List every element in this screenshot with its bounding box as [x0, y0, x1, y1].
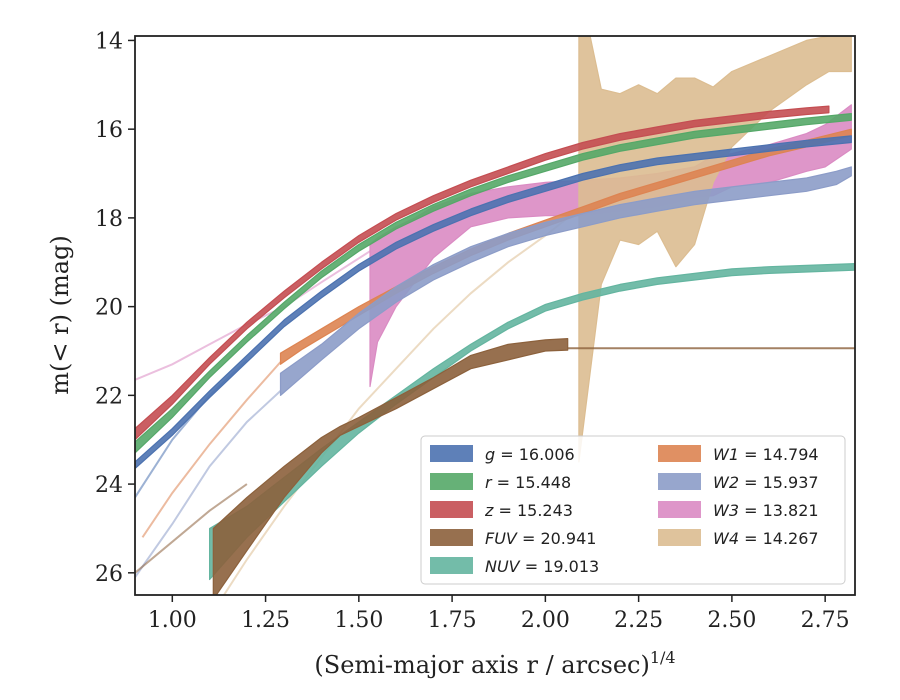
series-fuv-extrapolation [135, 483, 248, 574]
legend-swatch-w2 [658, 473, 701, 490]
legend-swatch-z [430, 501, 473, 518]
series-z-band [135, 105, 830, 441]
series-w2-extrapolation [135, 390, 282, 578]
legend-swatch-nuv [430, 557, 473, 574]
legend-swatch-w1 [658, 445, 701, 462]
legend: g = 16.006 r = 15.448 z = 15.243 FUV = 20.9… [420, 435, 846, 585]
legend-label-w3: W3 = 13.821 [713, 501, 819, 520]
x-tick-label: 2.75 [801, 608, 850, 633]
series-fuv-band [212, 338, 569, 595]
y-tick-label: 20 [95, 296, 123, 321]
series-w3-band [369, 104, 852, 388]
legend-swatch-w4 [658, 529, 701, 546]
x-tick-label: 2.25 [614, 608, 663, 633]
legend-swatch-fuv [430, 529, 473, 546]
series-w4-band [578, 36, 852, 463]
series-layer [135, 36, 855, 595]
x-tick-label: 2.00 [521, 608, 570, 633]
y-tick-label: 18 [95, 207, 123, 232]
plot-frame [134, 35, 856, 596]
series-w2-band [279, 166, 852, 396]
x-tick-label: 1.75 [428, 608, 477, 633]
series-w1-extrapolation [141, 361, 282, 538]
legend-box [420, 435, 846, 585]
y-tick-label: 14 [95, 29, 123, 54]
series-r-band [135, 113, 852, 454]
legend-label-w4: W4 = 14.267 [713, 529, 819, 548]
legend-swatch-g [430, 445, 473, 462]
x-tick-label: 1.25 [241, 608, 290, 633]
legend-swatch-w3 [658, 501, 701, 518]
y-axis-ticks: 14 16 18 20 22 24 26 [95, 29, 135, 587]
x-tick-label: 1.00 [148, 608, 197, 633]
x-axis-ticks: 1.00 1.25 1.50 1.75 2.00 2.25 2.50 2.75 [148, 595, 850, 633]
legend-label-g: g = 16.006 [485, 445, 575, 464]
x-axis-label: (Semi-major axis r / arcsec)1/4 [314, 648, 675, 679]
legend-swatch-r [430, 473, 473, 490]
legend-label-z: z = 15.243 [484, 501, 573, 520]
x-tick-label: 2.50 [707, 608, 756, 633]
legend-label-w1: W1 = 14.794 [713, 445, 819, 464]
y-tick-label: 26 [95, 562, 123, 587]
series-w4-extrapolation [222, 208, 580, 595]
y-axis-label: m(< r) (mag) [46, 235, 74, 394]
y-tick-label: 24 [95, 473, 123, 498]
series-w3-extrapolation [135, 250, 371, 381]
y-tick-label: 22 [95, 384, 123, 409]
legend-label-fuv: FUV = 20.941 [485, 529, 596, 548]
x-tick-label: 1.50 [334, 608, 383, 633]
series-g-band [135, 135, 852, 470]
y-tick-label: 16 [95, 118, 123, 143]
legend-label-w2: W2 = 15.937 [713, 473, 819, 492]
legend-label-r: r = 15.448 [485, 473, 571, 492]
legend-label-nuv: NUV = 19.013 [485, 557, 599, 576]
